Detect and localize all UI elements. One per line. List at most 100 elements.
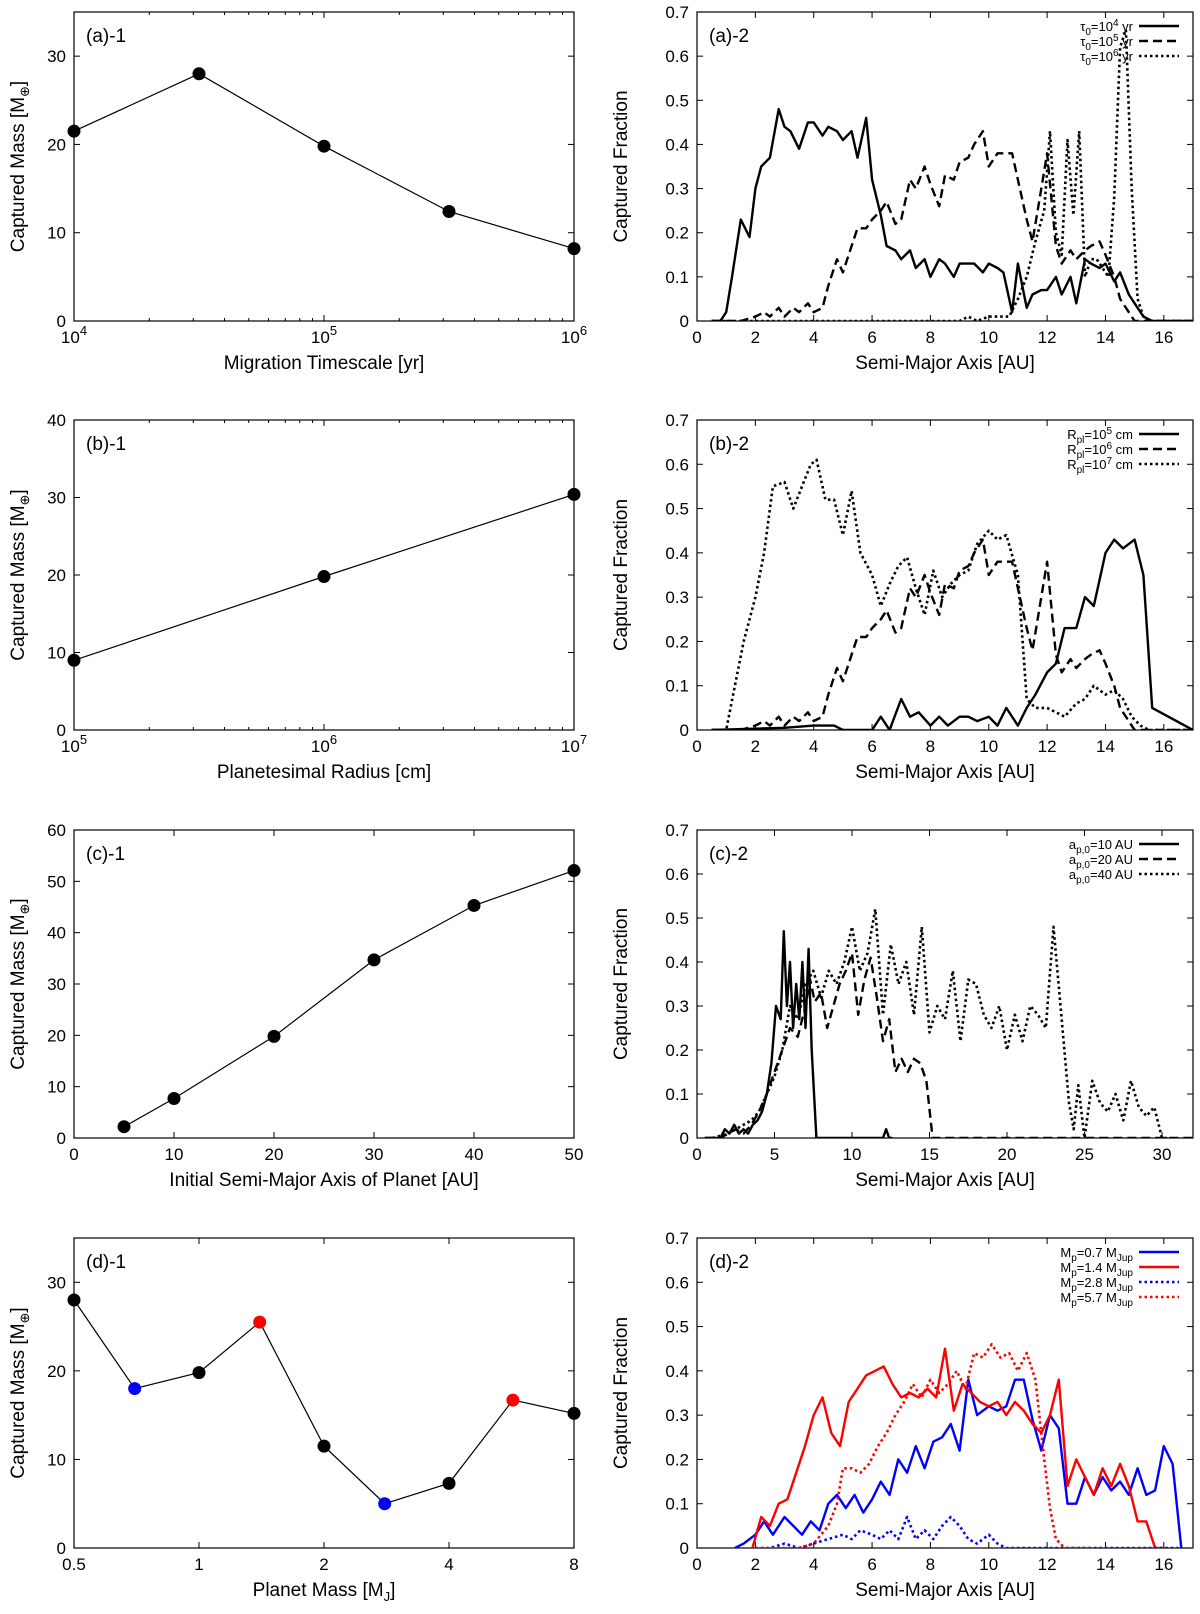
- y-tick-label: 0.4: [665, 135, 689, 154]
- series-line-2: [704, 952, 1193, 1138]
- data-point: [167, 1091, 181, 1105]
- x-tick-label: 107: [561, 732, 587, 756]
- data-point: [67, 653, 81, 667]
- y-tick-label: 0.1: [665, 677, 689, 696]
- y-tick-label: 0.5: [665, 909, 689, 928]
- x-tick-label: 4: [809, 737, 818, 756]
- series-line-1: [711, 538, 1193, 730]
- x-tick-label: 4: [809, 1555, 818, 1574]
- y-tick-label: 0.4: [665, 1362, 689, 1381]
- y-tick-label: 0.1: [665, 1495, 689, 1514]
- x-tick-label: 10: [979, 328, 998, 347]
- x-tick-label: 6: [867, 328, 876, 347]
- y-tick-label: 30: [47, 1273, 66, 1292]
- y-tick-label: 0.2: [665, 1041, 689, 1060]
- data-point: [567, 242, 581, 256]
- x-tick-label: 8: [926, 1555, 935, 1574]
- x-tick-label: 16: [1154, 328, 1173, 347]
- y-tick-label: 0.2: [665, 224, 689, 243]
- x-tick-label: 40: [465, 1145, 484, 1164]
- x-axis-label: Semi-Major Axis [AU]: [855, 762, 1034, 783]
- x-tick-label: 0: [69, 1145, 78, 1164]
- y-tick-label: 0.6: [665, 1273, 689, 1292]
- y-axis-label: Captured Mass [M⊕]: [8, 489, 32, 660]
- y-tick-label: 40: [47, 411, 66, 430]
- data-point: [117, 1120, 131, 1134]
- y-tick-label: 0.5: [665, 500, 689, 519]
- y-tick-label: 30: [47, 975, 66, 994]
- data-point: [267, 1029, 281, 1043]
- x-tick-label: 8: [926, 328, 935, 347]
- x-tick-label: 0: [692, 737, 701, 756]
- x-tick-label: 20: [998, 1145, 1017, 1164]
- y-tick-label: 0.7: [665, 821, 689, 840]
- x-axis-label: Semi-Major Axis [AU]: [855, 353, 1034, 374]
- data-point: [442, 1476, 456, 1490]
- x-tick-label: 2: [319, 1555, 328, 1574]
- x-tick-label: 0.5: [62, 1555, 86, 1574]
- chart-a2: 0 2 4 6 8 10 12 14 16 0 0.1 0.2 0.3 0.4 0.5 0.6 0.7 Semi-…: [611, 3, 1194, 374]
- x-tick-label: 16: [1154, 1555, 1173, 1574]
- x-tick-label: 8: [926, 737, 935, 756]
- y-tick-label: 30: [47, 47, 66, 66]
- data-point: [367, 953, 381, 967]
- x-tick-label: 2: [751, 328, 760, 347]
- x-tick-label: 10: [843, 1145, 862, 1164]
- data-point: [253, 1315, 267, 1329]
- data-point: [128, 1382, 142, 1396]
- y-axis-label: Captured Fraction: [611, 499, 632, 651]
- legend-entry: ap,0=40 AU: [1069, 867, 1133, 886]
- x-tick-label: 12: [1038, 328, 1057, 347]
- x-tick-label: 8: [569, 1555, 578, 1574]
- x-tick-label: 10: [979, 1555, 998, 1574]
- y-tick-label: 0.5: [665, 1318, 689, 1337]
- series-line-3: [711, 28, 1193, 321]
- x-tick-label: 106: [311, 732, 337, 756]
- y-tick-label: 0: [57, 312, 66, 331]
- panel-label: (b)-1: [86, 434, 126, 455]
- y-tick-label: 60: [47, 821, 66, 840]
- x-axis-label: Semi-Major Axis [AU]: [855, 1580, 1034, 1601]
- x-tick-label: 50: [565, 1145, 584, 1164]
- x-tick-label: 14: [1096, 328, 1115, 347]
- x-tick-label: 6: [867, 1555, 876, 1574]
- chart-b1: 105 106 107 0 10 20 30 40 Planetesimal Radius [c…: [8, 411, 587, 783]
- y-tick-label: 0: [57, 721, 66, 740]
- y-tick-label: 10: [47, 1450, 66, 1469]
- series-line-1: [704, 930, 893, 1138]
- x-tick-label: 104: [61, 323, 87, 347]
- x-tick-label: 105: [61, 732, 87, 756]
- legend-entry: Mp=2.8 MJup: [1060, 1275, 1133, 1294]
- y-tick-label: 0.5: [665, 91, 689, 110]
- series-line-3: [755, 1515, 1179, 1548]
- x-tick-label: 12: [1038, 1555, 1057, 1574]
- y-tick-label: 0.6: [665, 455, 689, 474]
- x-tick-label: 0: [692, 328, 701, 347]
- y-tick-label: 0.7: [665, 3, 689, 22]
- x-tick-label: 12: [1038, 737, 1057, 756]
- data-point: [567, 864, 581, 878]
- plot-frame: [696, 419, 1194, 731]
- x-tick-label: 2: [751, 737, 760, 756]
- plot-frame: [73, 829, 575, 1139]
- y-axis-label: Captured Mass [M⊕]: [8, 81, 32, 252]
- y-tick-label: 0.3: [665, 180, 689, 199]
- x-tick-label: 14: [1096, 1555, 1115, 1574]
- y-tick-label: 0.7: [665, 1229, 689, 1248]
- y-tick-label: 10: [47, 224, 66, 243]
- y-tick-label: 0.6: [665, 47, 689, 66]
- series-line-2: [711, 129, 1193, 321]
- data-point: [67, 124, 81, 138]
- x-tick-label: 105: [311, 323, 337, 347]
- legend-entry: Rpl=106 cm: [1067, 441, 1133, 461]
- y-tick-label: 50: [47, 872, 66, 891]
- y-tick-label: 0: [57, 1539, 66, 1558]
- series-line-2: [711, 538, 1193, 730]
- connecting-line: [73, 73, 575, 250]
- chart-d2: 0 2 4 6 8 10 12 14 16 0 0.1 0.2 0.3 0.4 0.5 0.6 0.7 Semi-…: [611, 1229, 1194, 1601]
- panel-label: (a)-1: [86, 26, 126, 47]
- x-tick-label: 0: [692, 1555, 701, 1574]
- x-tick-label: 30: [1153, 1145, 1172, 1164]
- data-point: [192, 1366, 206, 1380]
- x-tick-label: 6: [867, 737, 876, 756]
